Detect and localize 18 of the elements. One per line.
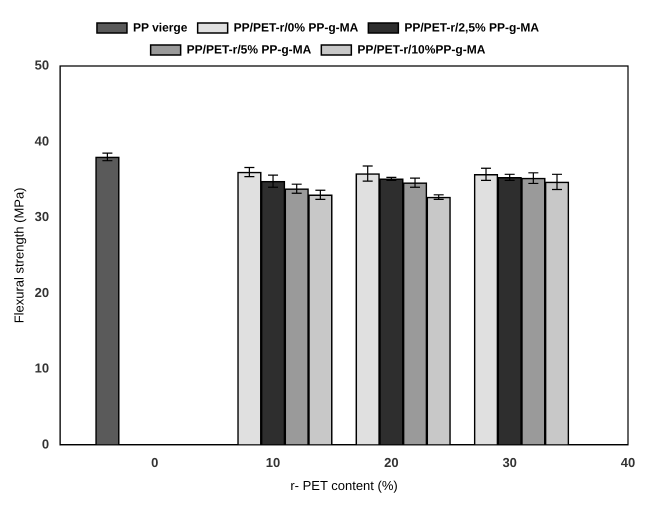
y-tick-label: 30 bbox=[34, 209, 50, 224]
x-tick-label: 40 bbox=[620, 455, 636, 470]
legend-label: PP/PET-r/0% PP-g-MA bbox=[234, 20, 359, 34]
legend-label: PP/PET-r/5% PP-g-MA bbox=[186, 42, 312, 56]
legend-label: PP vierge bbox=[132, 20, 188, 34]
x-tick-label: 20 bbox=[384, 455, 399, 470]
x-axis-title: r- PET content (%) bbox=[290, 478, 398, 493]
y-tick-label: 50 bbox=[34, 58, 50, 73]
y-tick-label: 20 bbox=[34, 284, 50, 300]
y-tick-label: 10 bbox=[34, 360, 50, 376]
legend-label: PP/PET-r/10%PP-g-MA bbox=[357, 42, 486, 56]
legend-label: PP/PET-r/2,5% PP-g-MA bbox=[404, 20, 540, 34]
x-tick-label: 0 bbox=[151, 455, 158, 470]
y-axis-title: Flexural strength (MPa) bbox=[11, 187, 26, 324]
y-tick-label: 40 bbox=[34, 133, 50, 148]
y-tick-label: 0 bbox=[42, 436, 50, 452]
x-tick-label: 10 bbox=[266, 455, 280, 470]
x-tick-label: 30 bbox=[502, 455, 517, 470]
